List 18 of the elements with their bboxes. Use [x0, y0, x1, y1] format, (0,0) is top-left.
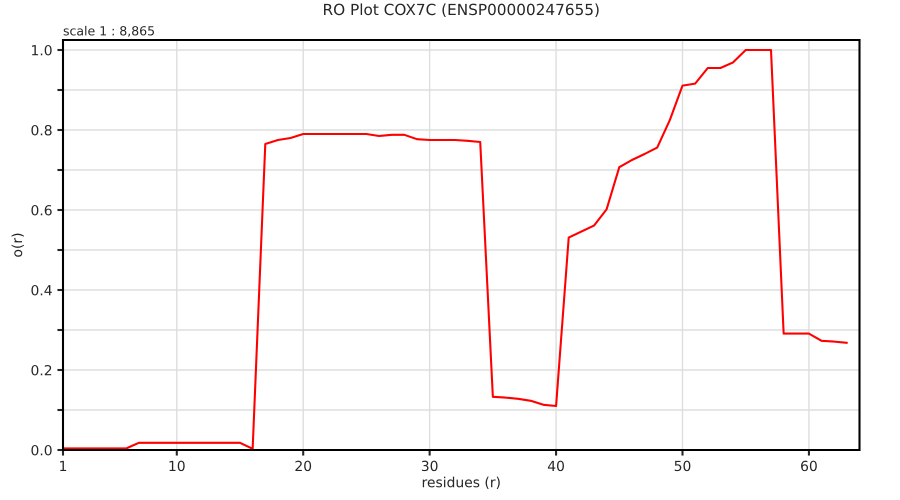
text: scale 1 : 8,865 — [64, 26, 154, 37]
y-axis-title: o(r) — [12, 234, 24, 257]
y-tick-label: 0.8 — [31, 124, 52, 136]
text: 0.0 — [31, 444, 52, 456]
x-tick-label: 1 — [60, 460, 66, 471]
y-tick-label: 0.6 — [31, 204, 52, 216]
line-series — [63, 48, 848, 450]
x-tick-label: 10 — [169, 460, 185, 472]
text: 1.0 — [32, 44, 52, 56]
y-tick-label: 0.4 — [31, 284, 52, 296]
x-tick-label: 30 — [422, 460, 438, 472]
x-tick-label: 50 — [674, 460, 690, 472]
x-tick-label: 60 — [801, 460, 817, 472]
x-tick-label: 20 — [295, 460, 312, 472]
x-tick-label: 40 — [548, 460, 564, 472]
x-axis-title: residues (r) — [422, 476, 500, 490]
chart-title: RO Plot COX7C (ENSP00000247655) — [324, 3, 599, 18]
y-tick-label: 0.2 — [31, 364, 52, 376]
